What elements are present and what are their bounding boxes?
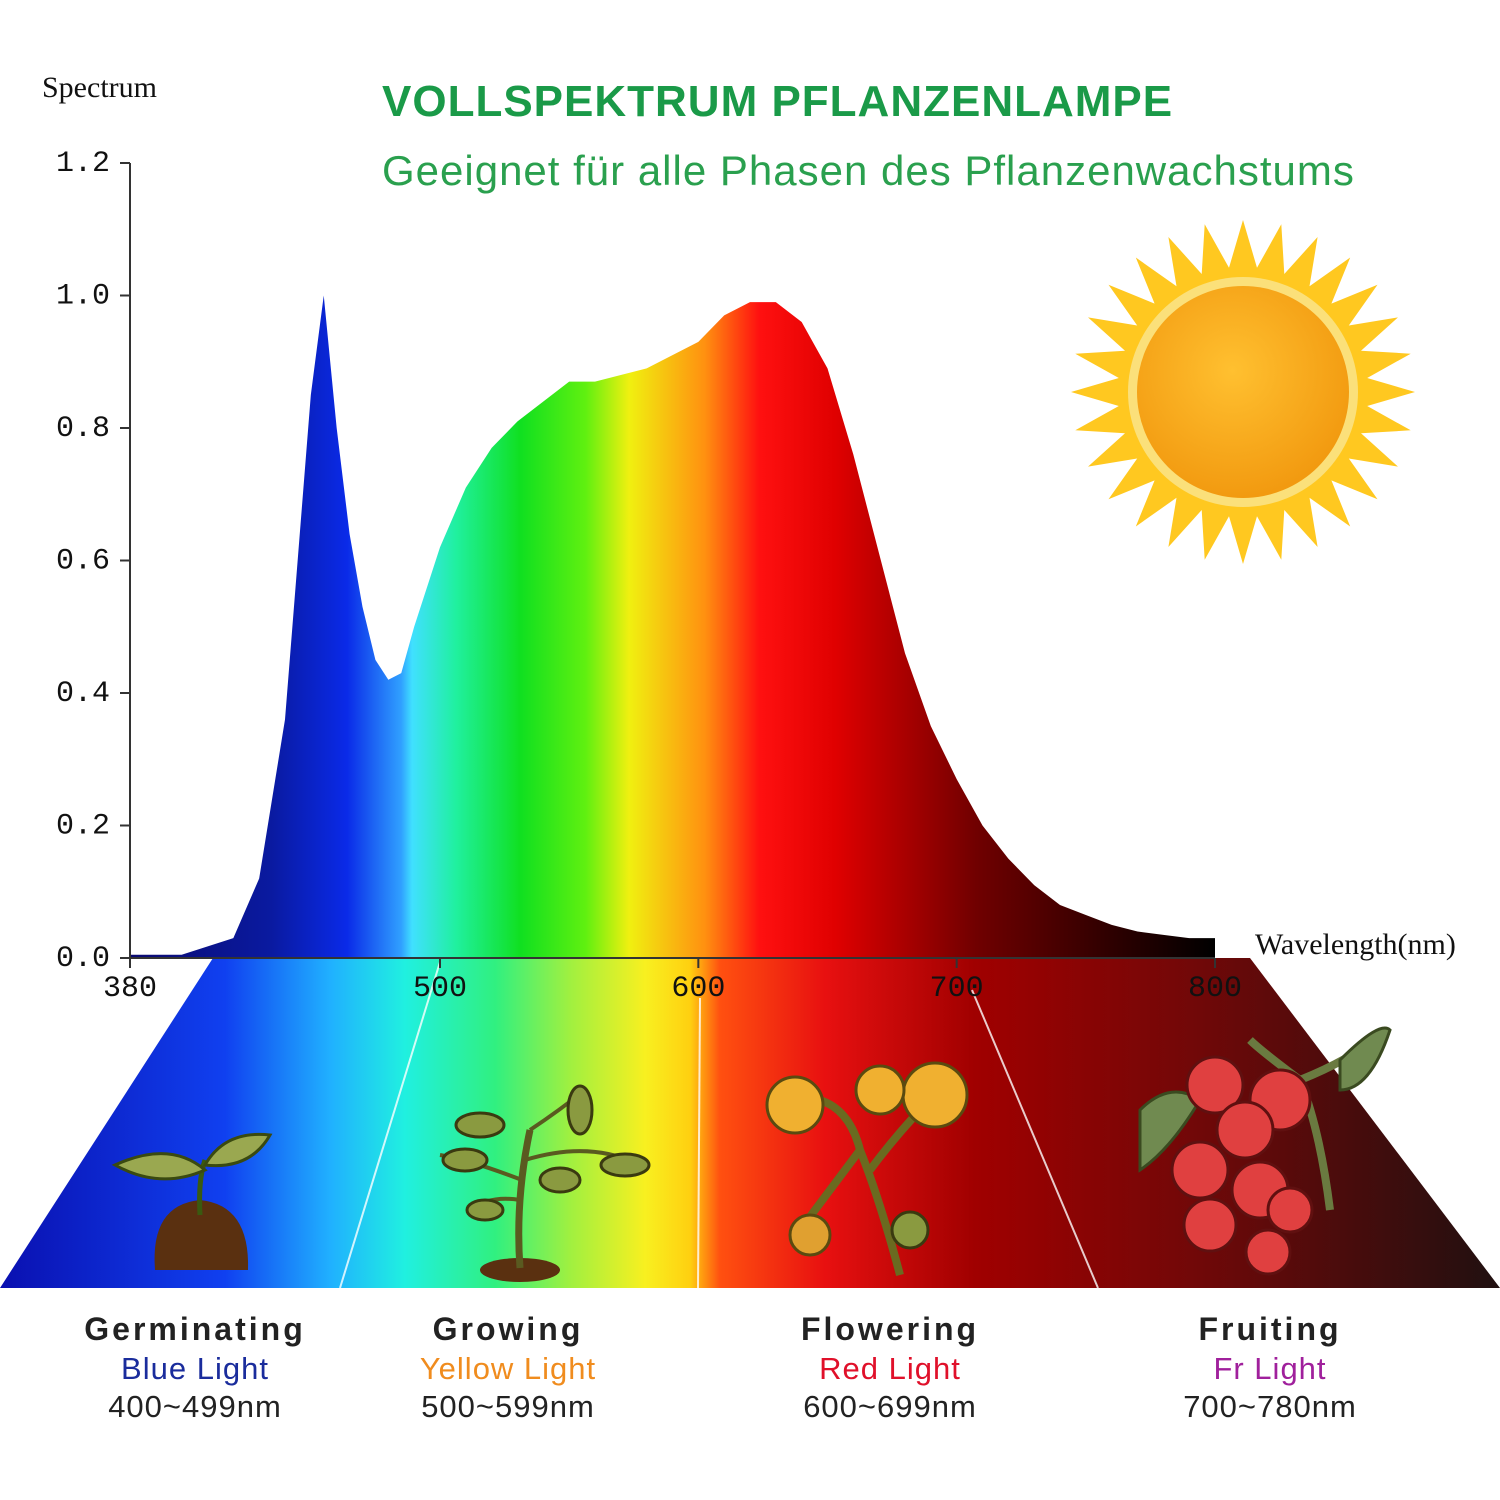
spectrum-area [130, 295, 1215, 958]
x-tick-label: 700 [930, 972, 984, 1006]
stage-name: Flowering [801, 1311, 979, 1347]
y-tick-label: 1.0 [56, 279, 110, 313]
x-tick-label: 500 [413, 972, 467, 1006]
flowering-plant [765, 1061, 969, 1277]
sun [1071, 220, 1415, 564]
y-tick-label: 0.6 [56, 544, 110, 578]
stage-divider [697, 997, 701, 1289]
stage-range: 700~780nm [1183, 1389, 1357, 1424]
stage-name: Germinating [84, 1311, 305, 1347]
tomato-plant [1138, 1026, 1392, 1276]
y-tick-label: 0.4 [56, 677, 110, 711]
stage-name: Growing [433, 1311, 584, 1347]
stage-light: Red Light [819, 1351, 961, 1386]
stage-name: Fruiting [1198, 1311, 1341, 1347]
x-tick-label: 380 [103, 972, 157, 1006]
stage-band [0, 958, 1500, 1288]
decoration [0, 220, 1500, 1289]
y-axis-label: Spectrum [42, 71, 157, 104]
chart-title: VOLLSPEKTRUM PFLANZENLAMPE [382, 77, 1173, 126]
seedling [111, 1132, 273, 1270]
chart-subtitle: Geeignet für alle Phasen des Pflanzenwac… [382, 147, 1355, 194]
y-tick-label: 0.2 [56, 809, 110, 843]
stage-divider [339, 961, 441, 1289]
x-tick-label: 600 [671, 972, 725, 1006]
young-plant [439, 1084, 651, 1282]
stage-range: 500~599nm [421, 1389, 595, 1424]
x-axis-label: Wavelength(nm) [1255, 928, 1456, 961]
stage-divider [971, 989, 1099, 1289]
x-tick-label: 800 [1188, 972, 1242, 1006]
stage-light: Fr Light [1213, 1351, 1326, 1386]
stage-light: Yellow Light [420, 1351, 596, 1386]
sun-core [1137, 286, 1349, 498]
y-tick-label: 0.8 [56, 412, 110, 446]
y-tick-label: 0.0 [56, 942, 110, 976]
y-tick-label: 1.2 [56, 147, 110, 181]
stage-range: 400~499nm [108, 1389, 282, 1424]
stage-light: Blue Light [121, 1351, 269, 1386]
stage-range: 600~699nm [803, 1389, 977, 1424]
